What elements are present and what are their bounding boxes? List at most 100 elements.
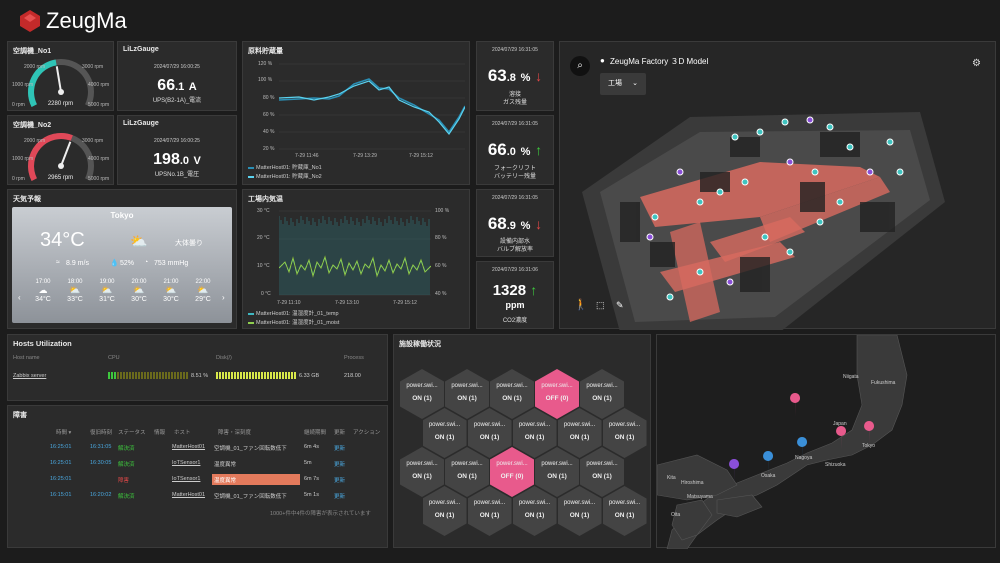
power-switch-name: power.swi... <box>428 500 461 506</box>
tank-legend-2-label: MatterHost01: 貯蔵庫_No2 <box>256 174 322 180</box>
tank-chart-panel: 原料貯蔵量 120 % 100 % 80 % 60 % 40 % 20 % 7-… <box>242 41 470 185</box>
power-switch-tile[interactable]: power.swi... ON (1) <box>580 369 624 419</box>
power-switch-name: power.swi... <box>541 383 573 389</box>
power-switch-name: power.swi... <box>541 461 573 467</box>
incident-update-link[interactable]: 更新 <box>334 494 346 500</box>
power-switch-tile[interactable]: power.swi... ON (1) <box>400 369 444 419</box>
hour-temp: 34°C <box>35 296 51 303</box>
temp-ytick: 20 °C <box>257 235 270 241</box>
lilz1-timestamp: 2024/07/29 16:00:25 <box>154 64 200 70</box>
kpi-label: バルブ解放率 <box>496 247 533 253</box>
lilz2-label: UPSNo.1B_電圧 <box>154 172 200 178</box>
map-panel[interactable]: Niigata Fukushima Japan Nagoya Tokyo Shi… <box>656 334 997 549</box>
walk-icon[interactable]: 🚶 <box>574 299 588 311</box>
power-switch-tile[interactable]: power.swi... ON (1) <box>400 447 444 497</box>
hour-temp: 30°C <box>163 296 179 303</box>
settings-icon[interactable]: ⚙ <box>972 58 981 69</box>
incident-host[interactable]: IoTSensor1 <box>172 460 201 466</box>
power-switch-state: ON (1) <box>524 512 545 519</box>
lilz1-value-int: 66 <box>157 77 176 94</box>
lilz2-timestamp: 2024/07/29 16:00:25 <box>154 138 200 144</box>
ac2-tick-1: 1000 rpm <box>12 156 34 162</box>
partly-cloudy-icon: ⛅ <box>101 285 113 295</box>
temp-title: 工場内気温 <box>248 196 283 203</box>
incident-problem[interactable]: 空調機_01_ファン回転数低下 <box>214 494 287 500</box>
chevron-down-icon: ⌄ <box>632 80 638 87</box>
power-switch-tile[interactable]: power.swi... ON (1) <box>512 408 557 458</box>
hour-time: 17:00 <box>35 279 51 285</box>
incident-host[interactable]: IoTSensor1 <box>172 476 201 482</box>
power-switch-tile[interactable]: power.swi... ON (1) <box>490 369 534 419</box>
model-select[interactable]: 工場 ⌄ <box>600 73 646 95</box>
power-switch-tile[interactable]: power.swi... ON (1) <box>535 447 579 497</box>
search-icon[interactable]: ⌕ <box>570 56 590 76</box>
map-label-osaka: Osaka <box>761 473 776 479</box>
partly-cloudy-icon: ⛅ <box>133 285 145 295</box>
power-switch-tile[interactable]: power.swi... ON (1) <box>602 486 647 536</box>
col-action: アクション <box>353 430 381 436</box>
partly-cloudy-icon: ⛅ <box>165 285 177 295</box>
weather-title: 天気予報 <box>13 196 41 203</box>
incidents-footer: 1000+件中4件の障害が表示されています <box>270 511 371 517</box>
power-switch-tile[interactable]: power.swi... ON (1) <box>512 486 557 536</box>
kpi-value-dec: .8 <box>506 72 516 84</box>
incident-recovery: 16:31:05 <box>90 444 112 450</box>
power-switch-tile[interactable]: power.swi... ON (1) <box>467 408 512 458</box>
hour-temp: 31°C <box>99 296 115 303</box>
col-time[interactable]: 時間 ▾ <box>56 430 72 436</box>
hosts-row-cpu: 8.51 % <box>191 373 209 379</box>
factory-3d-view[interactable] <box>560 42 997 330</box>
power-switch-tile[interactable]: power.swi... OFF (0) <box>535 369 579 419</box>
disk-bar <box>216 372 296 379</box>
map-markers[interactable] <box>729 393 875 483</box>
power-switch-tile[interactable]: power.swi... ON (1) <box>557 486 602 536</box>
ac1-tick-3: 3000 rpm <box>82 64 104 70</box>
power-switch-tile[interactable]: power.swi... ON (1) <box>602 408 647 458</box>
incident-host[interactable]: MatterHost01 <box>172 492 206 498</box>
incident-time: 16:25:01 <box>50 476 72 482</box>
hour-item: 20:00 ⛅ 30°C <box>124 279 154 303</box>
power-switch-state: ON (1) <box>412 473 432 480</box>
tank-ytick: 80 % <box>263 95 275 101</box>
power-switch-state: ON (1) <box>547 473 567 480</box>
pressure-icon: ◔ <box>144 259 149 266</box>
hour-time: 19:00 <box>99 279 115 285</box>
power-switch-tile[interactable]: power.swi... ON (1) <box>557 408 602 458</box>
power-switch-tile[interactable]: power.swi... OFF (0) <box>490 447 534 497</box>
incident-update-link[interactable]: 更新 <box>334 446 346 452</box>
power-switch-tile[interactable]: power.swi... ON (1) <box>422 408 467 458</box>
power-switch-tile[interactable]: power.swi... ON (1) <box>467 486 512 536</box>
kpi-tile-gas: 2024/07/29 16:31:05 63.8 % ↓ 溶接 ガス残量 <box>476 41 554 111</box>
incident-time: 16:25:01 <box>50 444 72 450</box>
map-label-hiroshima: Hiroshima <box>681 480 704 486</box>
kpi-value: 1328 ↑ <box>477 282 553 299</box>
japan-map[interactable] <box>657 335 997 549</box>
prev-arrow-icon[interactable]: ‹ <box>18 293 21 302</box>
incident-problem[interactable]: 温度異常 <box>212 474 300 485</box>
hosts-col-cpu: CPU <box>108 355 120 361</box>
hour-temp: 29°C <box>195 296 211 303</box>
incident-problem[interactable]: 温度異常 <box>214 462 237 468</box>
temp-xtick: 7-29 11:10 <box>277 300 301 306</box>
power-switch-tile[interactable]: power.swi... ON (1) <box>422 486 467 536</box>
temp-chart-panel: 工場内気温 30 °C 20 °C 10 °C 0 °C 100 % 80 % … <box>242 189 470 329</box>
incident-host[interactable]: MatterHost01 <box>172 444 206 450</box>
power-switch-tile[interactable]: power.swi... ON (1) <box>580 447 624 497</box>
incident-recovery: 16:20:02 <box>90 492 112 498</box>
weather-hourly: 17:00 ☁ 34°C 18:00 ⛅ 33°C 19:00 ⛅ 31°C 2… <box>28 279 218 319</box>
tank-chart <box>279 63 465 150</box>
power-switch-tile[interactable]: power.swi... ON (1) <box>445 447 489 497</box>
incident-update-link[interactable]: 更新 <box>334 462 346 468</box>
hosts-col-disk: Disk(/) <box>216 355 232 361</box>
tank-ytick: 120 % <box>258 61 273 67</box>
power-switch-tile[interactable]: power.swi... ON (1) <box>445 369 489 419</box>
incident-problem[interactable]: 空調機_01_ファン回転数低下 <box>214 446 287 452</box>
power-switch-state: ON (1) <box>502 395 522 402</box>
power-switch-state: ON (1) <box>457 395 477 402</box>
ruler-icon[interactable]: ✎ <box>616 300 624 310</box>
hosts-row-name[interactable]: Zabbix server <box>13 373 47 379</box>
weather-current-temp: 34°C <box>40 229 85 251</box>
incident-update-link[interactable]: 更新 <box>334 478 346 484</box>
next-arrow-icon[interactable]: › <box>222 293 225 302</box>
cursor-icon[interactable]: ⬚ <box>596 300 605 310</box>
